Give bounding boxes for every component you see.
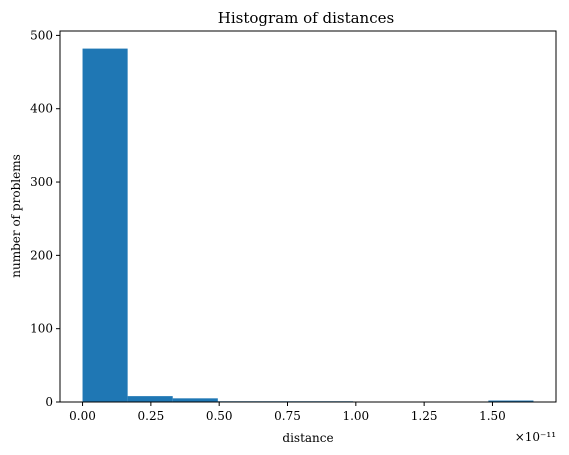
y-tick-label: 400	[30, 102, 53, 116]
x-tick-label: 0.50	[206, 409, 233, 423]
histogram-bar-2	[172, 398, 218, 402]
x-tick-label: 0.25	[138, 409, 165, 423]
x-axis: 0.00 0.25 0.50 0.75 1.00 1.25 1.50	[69, 402, 506, 423]
x-tick-label: 1.00	[342, 409, 369, 423]
x-scale-multiplier: ×10⁻¹¹	[515, 430, 556, 444]
chart-title: Histogram of distances	[218, 9, 394, 27]
histogram-bar-9	[488, 400, 534, 402]
y-axis: 0 100 200 300 400 500	[30, 28, 60, 409]
y-tick-label: 300	[30, 175, 53, 189]
y-tick-label: 500	[30, 28, 53, 42]
y-tick-label: 200	[30, 248, 53, 262]
x-tick-label: 0.00	[69, 409, 96, 423]
histogram-bar-0	[82, 48, 128, 403]
x-tick-label: 1.50	[479, 409, 506, 423]
histogram-bar-1	[127, 396, 173, 402]
y-axis-label: number of problems	[9, 154, 23, 277]
y-tick-label: 0	[45, 395, 53, 409]
y-tick-label: 100	[30, 322, 53, 336]
bars-group	[82, 48, 534, 403]
x-axis-label: distance	[282, 431, 333, 445]
x-tick-label: 0.75	[274, 409, 301, 423]
x-tick-label: 1.25	[411, 409, 438, 423]
plot-frame	[59, 30, 557, 403]
